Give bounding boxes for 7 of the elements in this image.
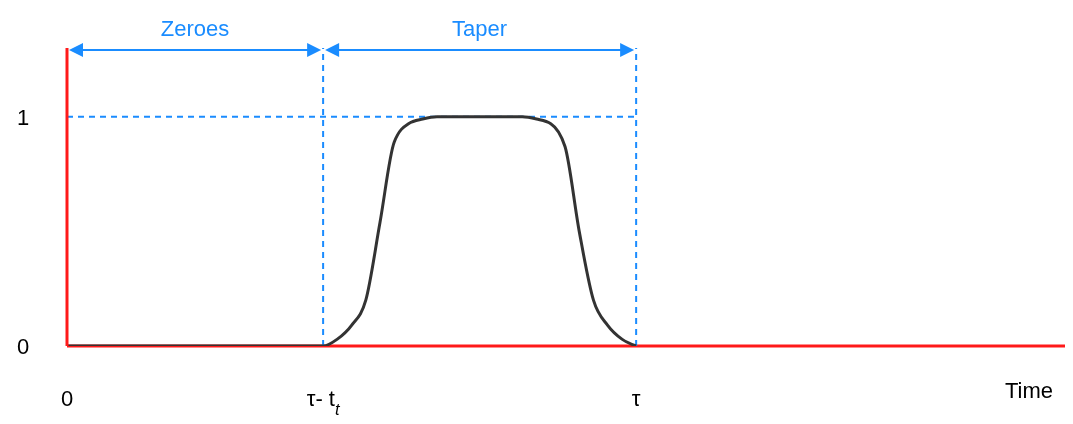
text: Zeroes: [160, 16, 230, 41]
x-tick-label: τ: [631, 386, 641, 411]
x-tick-label: 0: [60, 386, 74, 411]
text: Taper: [452, 16, 508, 41]
x-axis-title: Time: [1004, 378, 1053, 403]
x-tick-label: τ- t$_{t}$: [306, 386, 341, 418]
y-tick-label: 1: [16, 104, 30, 130]
